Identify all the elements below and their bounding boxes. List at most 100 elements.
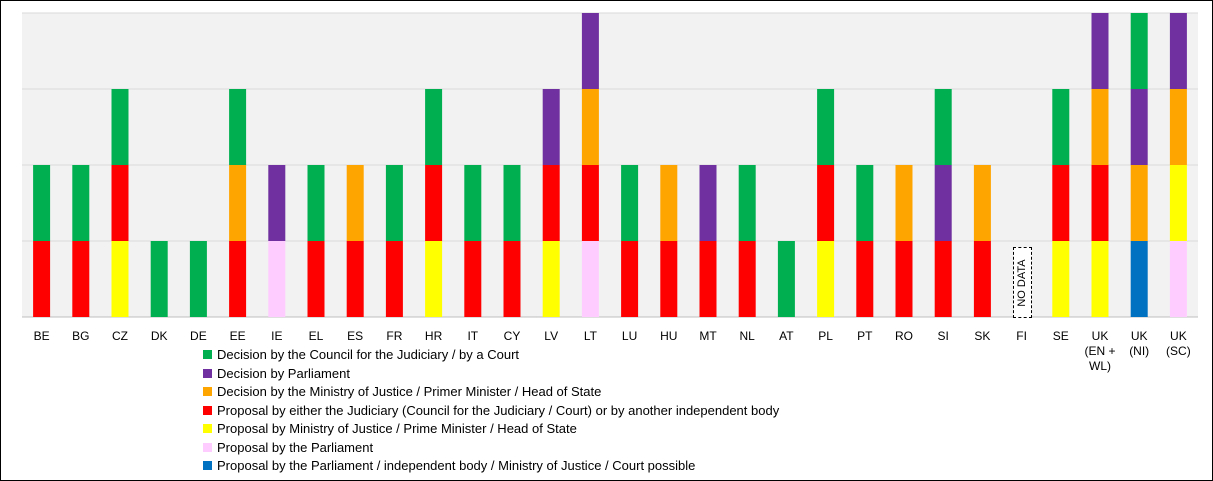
bar-segment [621, 241, 639, 317]
bar-segment [268, 165, 286, 241]
bar-segment [699, 241, 717, 317]
bar-segment [307, 165, 325, 241]
legend-item: Proposal by the Parliament [203, 440, 373, 456]
bar-segment [817, 241, 835, 317]
bar-segment [817, 89, 835, 165]
x-tick-label: EL [308, 329, 324, 343]
bar-segment [738, 241, 756, 317]
x-tick-label: SI [937, 329, 949, 343]
bar-segment [72, 241, 90, 317]
bar-segment [542, 241, 560, 317]
legend-item: Decision by Parliament [203, 366, 350, 382]
x-tick-label: DE [190, 329, 207, 343]
bar-segment [111, 89, 129, 165]
x-tick-label: EE [229, 329, 246, 343]
bar-segment [72, 165, 90, 241]
x-tick-label: HU [660, 329, 678, 343]
x-tick-label: BE [33, 329, 50, 343]
legend-label: Proposal by either the Judiciary (Counci… [217, 402, 780, 418]
bar-segment [817, 165, 835, 241]
bar-segment [111, 241, 129, 317]
bar-segment [856, 165, 874, 241]
bar-segment [307, 241, 325, 317]
bar-segment [1130, 89, 1148, 165]
bar-segment [425, 165, 443, 241]
legend-item: Proposal by Ministry of Justice / Prime … [203, 421, 577, 437]
bar-segment [895, 241, 913, 317]
bar-segment [150, 241, 168, 317]
legend-label: Decision by Parliament [217, 365, 350, 381]
x-tick-label: CZ [112, 329, 128, 343]
bar-segment [1091, 165, 1109, 241]
x-tick-label: LU [621, 329, 638, 343]
bar-segment [621, 165, 639, 241]
legend-label: Proposal by the Parliament / independent… [217, 458, 696, 473]
bar-segment [33, 165, 51, 241]
x-tick-label: IE [271, 329, 283, 343]
bar-segment [777, 241, 795, 317]
x-tick-label: FR [386, 329, 403, 343]
bar-segment [1052, 89, 1070, 165]
legend-label: Proposal by the Parliament [217, 439, 374, 455]
bar-segment [464, 241, 482, 317]
bar-segment [1052, 241, 1070, 317]
legend-swatch [203, 405, 212, 415]
bar-segment [503, 165, 521, 241]
bar-segment [934, 241, 952, 317]
x-tick-label: IT [467, 329, 479, 343]
bar-segment [1130, 165, 1148, 241]
bar-segment [503, 241, 521, 317]
bar-segment [1091, 13, 1109, 89]
x-tick-label: PL [818, 329, 833, 343]
bar-segment [581, 165, 599, 241]
x-tick-label: PT [857, 329, 873, 343]
bar-segment [581, 241, 599, 317]
bar-segment [111, 165, 129, 241]
bar-segment [581, 13, 599, 89]
legend-label: Decision by the Council for the Judiciar… [217, 347, 520, 362]
legend-swatch [203, 368, 212, 378]
x-tick-label: LT [583, 329, 597, 343]
legend-swatch [203, 424, 212, 433]
bar-segment [464, 165, 482, 241]
x-tick-label: LV [544, 329, 559, 343]
legend-item: Decision by the Council for the Judiciar… [203, 347, 519, 363]
x-tick-label: MT [699, 329, 717, 343]
bar-segment [1130, 241, 1148, 317]
bar-segment [934, 165, 952, 241]
bar-segment [542, 165, 560, 241]
bar-segment [699, 165, 717, 241]
legend-swatch [203, 350, 212, 359]
bar-segment [934, 89, 952, 165]
x-tick-label: UK (EN + WL) [1084, 329, 1116, 373]
bar-segment [973, 165, 991, 241]
x-tick-label: DK [150, 329, 168, 343]
bar-segment [385, 241, 403, 317]
annotation: NO DATA [1012, 247, 1032, 318]
legend-label: Proposal by Ministry of Justice / Prime … [217, 421, 577, 436]
bar-segment [738, 165, 756, 241]
bar-segment [581, 89, 599, 165]
x-tick-label: UK (NI) [1129, 329, 1150, 358]
bar-segment [660, 241, 678, 317]
bar-segment [1130, 13, 1148, 89]
legend-item: Proposal by either the Judiciary (Counci… [203, 403, 779, 419]
bar-segment [229, 165, 247, 241]
bar-segment [229, 89, 247, 165]
bar-segment [1091, 89, 1109, 165]
annotation-text: NO DATA [1016, 258, 1029, 307]
x-tick-label: ES [347, 329, 364, 343]
bar-segment [346, 165, 364, 241]
bar-segment [1169, 241, 1187, 317]
bar-segment [1091, 241, 1109, 317]
bar-segment [346, 241, 364, 317]
bar-segment [425, 89, 443, 165]
bar-segment [189, 241, 207, 317]
x-tick-label: CY [503, 329, 521, 343]
bar-segment [385, 165, 403, 241]
legend-item: Proposal by the Parliament / independent… [203, 458, 695, 474]
legend-swatch [203, 442, 212, 452]
bar-segment [1169, 165, 1187, 241]
x-tick-label: RO [895, 329, 913, 343]
